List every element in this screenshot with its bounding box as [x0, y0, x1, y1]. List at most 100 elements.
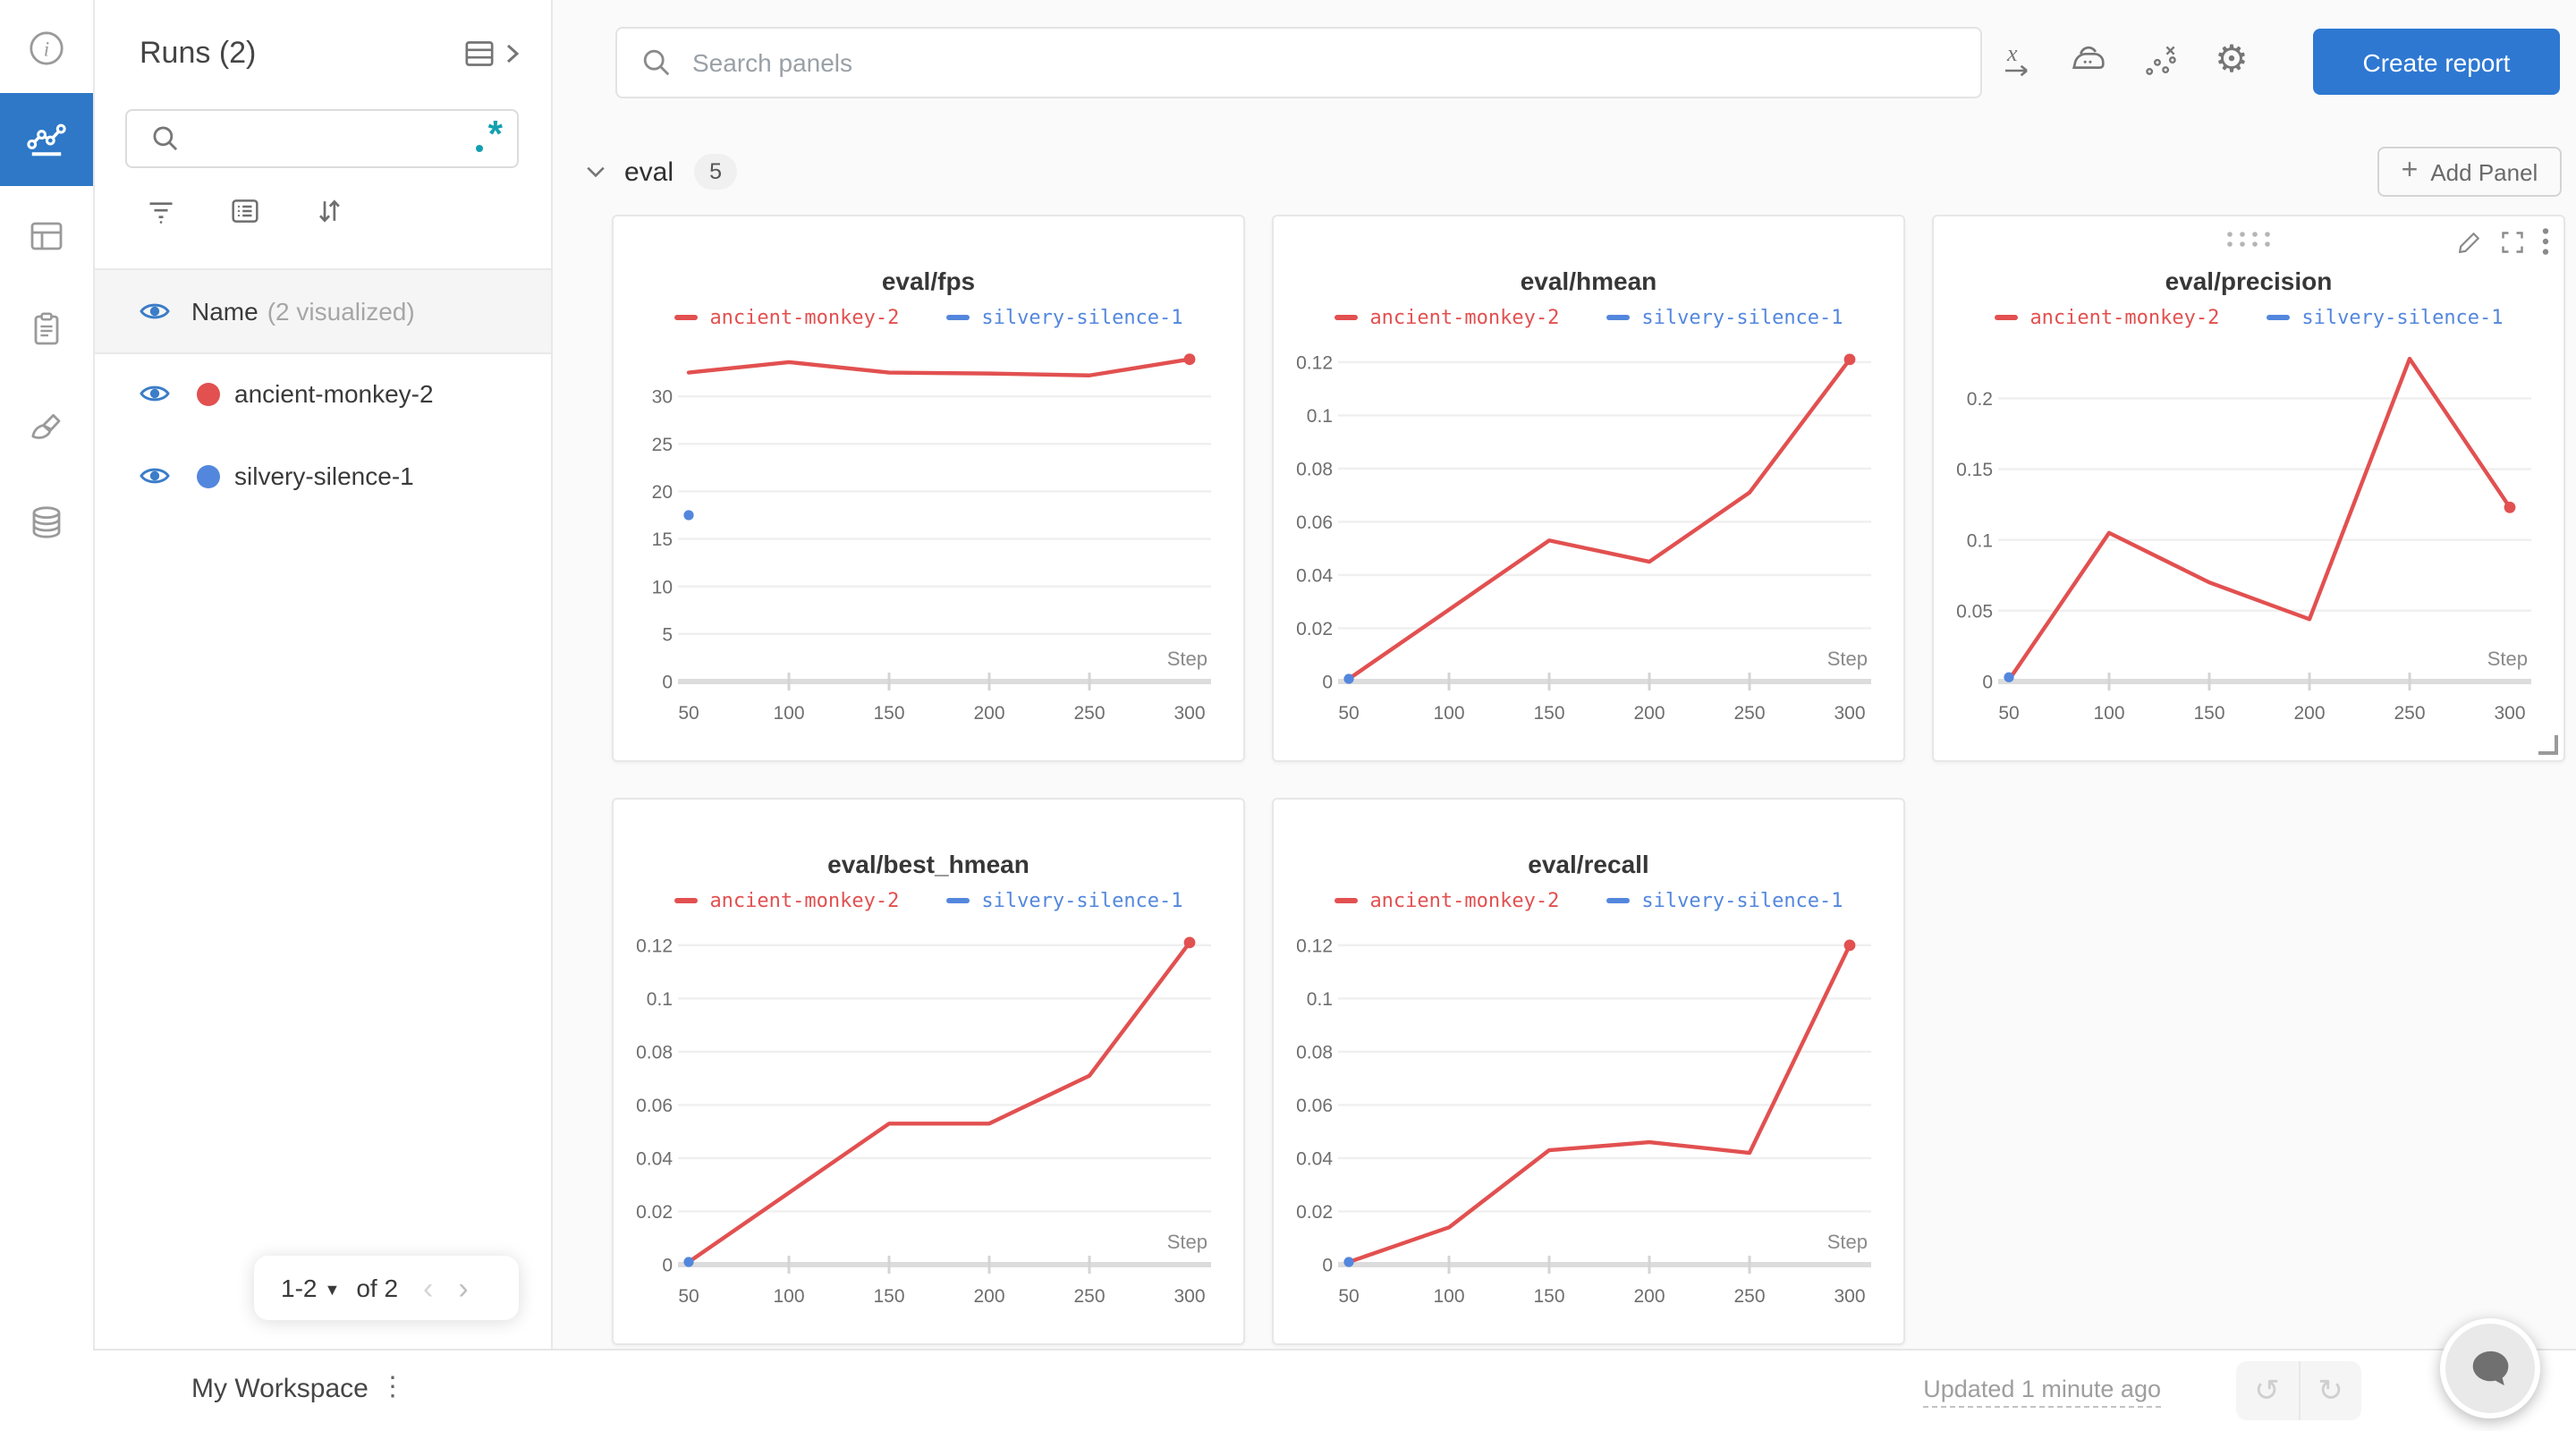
artifacts-nav-item[interactable]	[0, 483, 93, 562]
kebab-icon[interactable]	[2542, 227, 2549, 256]
regex-icon[interactable]: *	[470, 114, 506, 158]
svg-text:300: 300	[1834, 1286, 1865, 1307]
info-icon: i	[25, 27, 68, 70]
chevron-down-icon[interactable]: ▼	[324, 1281, 341, 1299]
run-list-item[interactable]: ancient-monkey-2	[93, 352, 551, 435]
search-icon	[640, 47, 673, 79]
settings-gear-icon[interactable]: ⚙	[2215, 39, 2249, 80]
runs-search-input[interactable]	[197, 123, 470, 154]
run-list-item[interactable]: silvery-silence-1	[93, 435, 551, 517]
svg-text:150: 150	[2193, 703, 2224, 724]
legend-item[interactable]: silvery-silence-1	[1606, 306, 1843, 329]
chart-panel[interactable]: eval/recall ancient-monkey-2 silvery-sile…	[1272, 798, 1905, 1345]
smoothing-iron-icon[interactable]	[2064, 36, 2113, 84]
create-report-button[interactable]: Create report	[2313, 29, 2560, 95]
legend-label: ancient-monkey-2	[2029, 306, 2220, 329]
chart-panel[interactable]: eval/best_hmean ancient-monkey-2 silvery-…	[612, 798, 1245, 1345]
chevron-left-icon[interactable]: ‹	[423, 1271, 434, 1305]
svg-text:0: 0	[1982, 673, 1993, 693]
eye-icon[interactable]	[138, 295, 172, 327]
legend-item[interactable]: ancient-monkey-2	[1994, 306, 2219, 329]
fullscreen-icon[interactable]	[2499, 228, 2526, 255]
updated-status[interactable]: Updated 1 minute ago	[1923, 1376, 2161, 1408]
runs-sidebar: Runs (2) *	[93, 0, 553, 1351]
chart-legend: ancient-monkey-2 silvery-silence-1	[614, 306, 1243, 329]
redo-icon[interactable]: ↻	[2298, 1361, 2361, 1420]
svg-text:Step: Step	[1167, 648, 1208, 670]
legend-item[interactable]: ancient-monkey-2	[674, 889, 899, 912]
svg-text:100: 100	[1433, 703, 1464, 724]
panel-search-input[interactable]	[689, 47, 1980, 79]
charts-nav-item[interactable]	[0, 93, 93, 186]
chart-legend: ancient-monkey-2 silvery-silence-1	[1274, 306, 1903, 329]
chart-plot[interactable]: 0 0.05 0.1 0.15 0.2 50 100 150 200 250 300 Step	[1934, 327, 2563, 753]
legend-item[interactable]: silvery-silence-1	[2266, 306, 2504, 329]
legend-dash	[674, 897, 698, 904]
panels-grid: eval/fps ancient-monkey-2 silvery-silence…	[612, 215, 2565, 1345]
outliers-icon[interactable]	[2136, 36, 2184, 84]
svg-text:0.1: 0.1	[1307, 989, 1333, 1010]
panel-search-box	[615, 27, 1982, 98]
edit-pencil-icon[interactable]	[2456, 228, 2483, 255]
chart-plot[interactable]: 0 0.02 0.04 0.06 0.08 0.1 0.12 50 100 150 200 250 30…	[614, 910, 1243, 1336]
svg-text:0.02: 0.02	[1296, 1202, 1333, 1223]
svg-text:0.08: 0.08	[1296, 1043, 1333, 1063]
svg-text:150: 150	[1533, 703, 1564, 724]
chart-plot[interactable]: 0 5 10 15 20 25 30 50 100 150 200 250 300 Step	[614, 327, 1243, 753]
workspace-name[interactable]: My Workspace	[191, 1374, 369, 1404]
svg-text:0.1: 0.1	[647, 989, 673, 1010]
legend-item[interactable]: ancient-monkey-2	[1334, 889, 1559, 912]
workspace-main: x ⚙ Create report eval 5 + Add Panel eva…	[551, 0, 2576, 1351]
svg-text:200: 200	[973, 703, 1004, 724]
logs-nav-item[interactable]	[0, 290, 93, 368]
sort-icon[interactable]	[311, 193, 347, 229]
eval-section-header[interactable]: eval 5	[583, 147, 738, 197]
chart-panel[interactable]: eval/hmean ancient-monkey-2 silvery-silen…	[1272, 215, 1905, 762]
sweeps-nav-item[interactable]	[0, 390, 93, 469]
legend-item[interactable]: silvery-silence-1	[1606, 889, 1843, 912]
legend-dash	[674, 314, 698, 321]
legend-item[interactable]: silvery-silence-1	[945, 889, 1183, 912]
group-list-icon[interactable]	[227, 193, 263, 229]
runs-table-nav-item[interactable]	[0, 197, 93, 275]
svg-text:Step: Step	[1167, 1231, 1208, 1253]
page-range[interactable]: 1-2	[281, 1274, 318, 1302]
svg-text:250: 250	[1733, 1286, 1765, 1307]
svg-text:0.2: 0.2	[1967, 389, 1993, 410]
legend-label: silvery-silence-1	[2301, 306, 2504, 329]
legend-item[interactable]: silvery-silence-1	[945, 306, 1183, 329]
eye-icon[interactable]	[138, 377, 172, 410]
chat-button[interactable]	[2440, 1318, 2540, 1418]
svg-text:300: 300	[1174, 1286, 1205, 1307]
svg-text:100: 100	[773, 703, 804, 724]
legend-item[interactable]: ancient-monkey-2	[1334, 306, 1559, 329]
legend-label: silvery-silence-1	[981, 889, 1183, 912]
expand-runs-table-button[interactable]	[462, 36, 522, 72]
chart-panel[interactable]: eval/fps ancient-monkey-2 silvery-silence…	[612, 215, 1245, 762]
drag-handle-icon[interactable]	[2222, 229, 2275, 249]
resize-handle-icon[interactable]	[2538, 735, 2558, 755]
chevron-down-icon[interactable]	[583, 159, 608, 184]
svg-text:0.04: 0.04	[1296, 566, 1333, 587]
filter-icon[interactable]	[143, 193, 179, 229]
kebab-icon[interactable]: ⋮	[379, 1372, 406, 1402]
chart-plot[interactable]: 0 0.02 0.04 0.06 0.08 0.1 0.12 50 100 150 200 250 30…	[1274, 327, 1903, 753]
svg-text:50: 50	[678, 1286, 699, 1307]
bottom-bar: My Workspace ⋮ Updated 1 minute ago ↺ ↻	[93, 1349, 2576, 1431]
chevron-right-icon[interactable]: ›	[458, 1271, 469, 1305]
svg-text:0: 0	[1322, 673, 1333, 693]
overview-nav-item[interactable]: i	[0, 9, 93, 88]
legend-item[interactable]: ancient-monkey-2	[674, 306, 899, 329]
svg-text:200: 200	[2293, 703, 2325, 724]
chart-panel[interactable]: eval/precision ancient-monkey-2 silvery-s…	[1932, 215, 2565, 762]
undo-icon[interactable]: ↺	[2254, 1373, 2280, 1407]
x-axis-icon[interactable]: x	[1993, 36, 2041, 84]
svg-text:0.08: 0.08	[636, 1043, 673, 1063]
runs-name-header-row[interactable]: Name (2 visualized)	[93, 270, 551, 354]
legend-dash	[2266, 314, 2290, 321]
add-panel-button[interactable]: + Add Panel	[2377, 147, 2562, 197]
chart-plot[interactable]: 0 0.02 0.04 0.06 0.08 0.1 0.12 50 100 150 200 250 30…	[1274, 910, 1903, 1336]
run-color-dot	[197, 464, 220, 487]
divider	[93, 268, 551, 270]
eye-icon[interactable]	[138, 460, 172, 492]
